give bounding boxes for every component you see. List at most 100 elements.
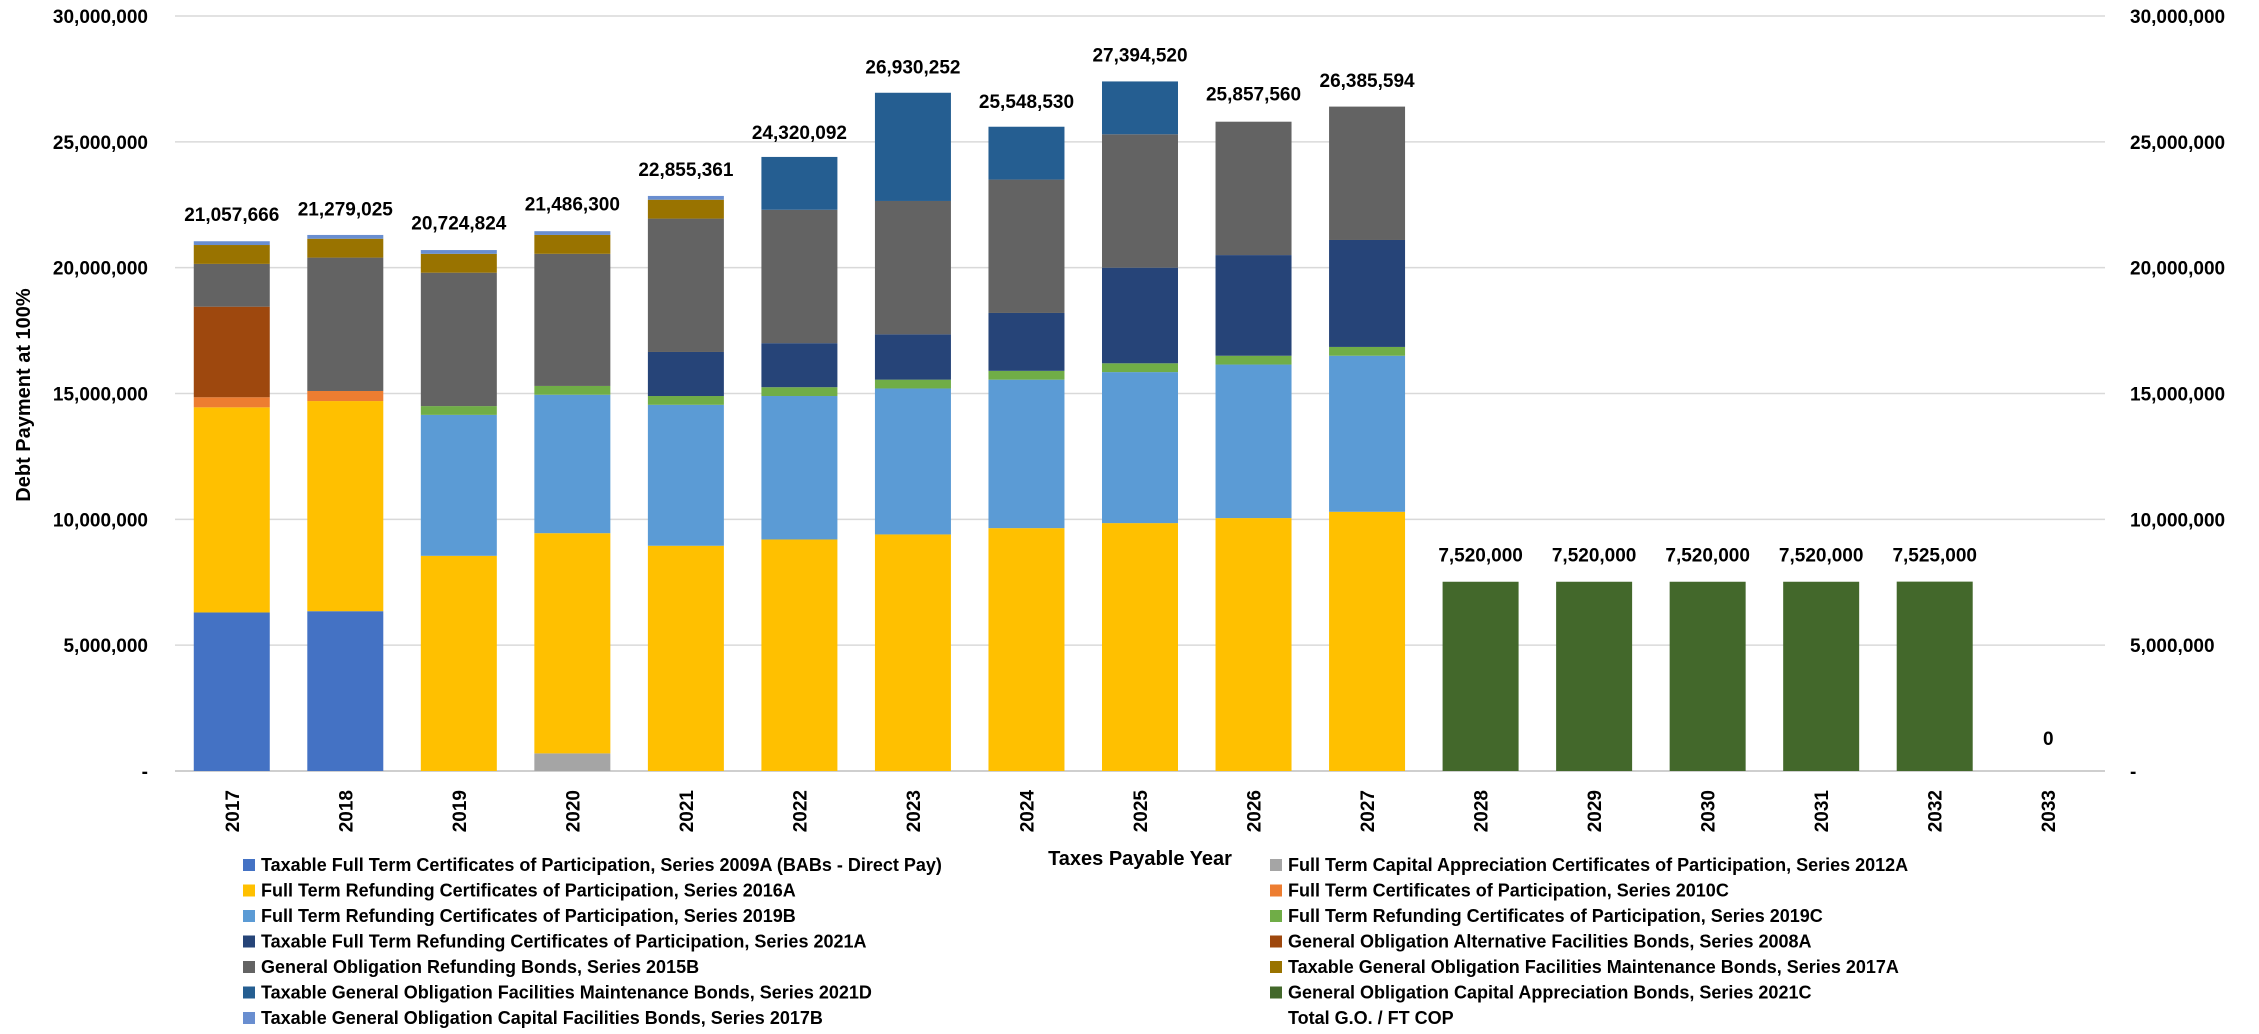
- legend-item: Full Term Refunding Certificates of Part…: [1270, 906, 1823, 926]
- bar-stacks: [193, 81, 1973, 771]
- bar-segment-2026-s5: [1215, 355, 1292, 365]
- bar-segment-2017-s9: [193, 245, 270, 264]
- x-tick-label: 2032: [1926, 790, 1947, 832]
- y-axis-title: Debt Payment at 100%: [13, 288, 35, 502]
- legend-item: Taxable General Obligation Facilities Ma…: [1270, 957, 1899, 977]
- bar-segment-2022-s8: [761, 209, 838, 344]
- total-label-2019: 20,724,824: [411, 213, 507, 234]
- bar-segment-2018-s12: [307, 234, 384, 239]
- legend-item: Taxable General Obligation Capital Facil…: [243, 1008, 823, 1028]
- legend-label: General Obligation Capital Appreciation …: [1288, 983, 1811, 1003]
- y-tick-label-right: -: [2130, 762, 2136, 783]
- total-label-2022: 24,320,092: [752, 123, 847, 144]
- bar-segment-2025-s6: [1102, 267, 1178, 364]
- bar-segment-2025-s8: [1102, 134, 1178, 268]
- bar-segment-2026-s6: [1215, 255, 1292, 356]
- bar-stack-2026: [1215, 121, 1292, 771]
- bar-segment-2027-s8: [1329, 106, 1406, 240]
- x-tick-label: 2024: [1017, 790, 1038, 833]
- total-label-2023: 26,930,252: [865, 57, 960, 78]
- legend-item: Total G.O. / FT COP: [1288, 1008, 1454, 1028]
- bar-segment-2026-s2: [1215, 518, 1292, 771]
- legend-swatch: [243, 986, 255, 999]
- bar-stack-2029: [1556, 581, 1633, 771]
- bar-stack-2031: [1783, 581, 1860, 771]
- total-label-2030: 7,520,000: [1665, 546, 1750, 567]
- total-label-2017: 21,057,666: [184, 205, 279, 226]
- x-tick-label: 2029: [1585, 790, 1606, 832]
- bar-segment-2027-s6: [1329, 239, 1406, 347]
- y-tick-label-left: 25,000,000: [53, 133, 148, 154]
- legend-label: Full Term Refunding Certificates of Part…: [1288, 906, 1823, 926]
- bar-segment-2023-s10: [874, 92, 951, 201]
- bar-segment-2023-s6: [874, 334, 951, 380]
- y-axis-right: - 5,000,000 10,000,000 15,000,000 20,000,000…: [2130, 7, 2225, 783]
- bar-segment-2020-s8: [534, 253, 611, 386]
- bar-segment-2023-s4: [874, 388, 951, 535]
- legend-label: Taxable Full Term Refunding Certificates…: [261, 932, 867, 952]
- legend-item: Full Term Capital Appreciation Certifica…: [1270, 855, 1908, 875]
- bar-segment-2025-s4: [1102, 372, 1178, 524]
- bar-segment-2025-s2: [1102, 523, 1178, 771]
- bar-stack-2032: [1896, 581, 1973, 771]
- legend-label: Full Term Refunding Certificates of Part…: [261, 906, 796, 926]
- bar-segment-2023-s2: [874, 534, 951, 771]
- bar-segment-2019-s2: [420, 555, 497, 771]
- bar-stack-2027: [1329, 106, 1406, 771]
- bar-segment-2020-s9: [534, 234, 611, 254]
- total-label-2027: 26,385,594: [1320, 71, 1416, 92]
- x-axis-title: Taxes Payable Year: [1048, 848, 1232, 870]
- x-tick-label: 2031: [1812, 790, 1833, 833]
- bar-stack-2025: [1102, 81, 1178, 771]
- bar-stack-2017: [193, 241, 270, 771]
- legend-item: Full Term Refunding Certificates of Part…: [243, 906, 796, 926]
- bar-segment-2021-s9: [647, 199, 724, 219]
- legend-item: General Obligation Capital Appreciation …: [1270, 983, 1811, 1003]
- bar-segment-2019-s8: [420, 272, 497, 407]
- bar-segment-2021-s5: [647, 396, 724, 405]
- bar-segment-2018-s0: [307, 611, 384, 771]
- bar-segment-2027-s4: [1329, 355, 1406, 512]
- bar-segment-2022-s10: [761, 156, 838, 210]
- total-label-2026: 25,857,560: [1206, 84, 1301, 105]
- bar-segment-2024-s6: [988, 312, 1065, 371]
- x-tick-label: 2018: [336, 790, 357, 832]
- y-tick-label-right: 25,000,000: [2130, 133, 2225, 154]
- y-tick-label-right: 5,000,000: [2130, 636, 2215, 657]
- legend-swatch: [243, 1012, 255, 1024]
- legend-label: Taxable Full Term Certificates of Partic…: [261, 855, 942, 875]
- legend-swatch: [1270, 910, 1282, 922]
- bar-stack-2023: [874, 92, 951, 771]
- legend-swatch: [243, 859, 255, 871]
- legend: Taxable Full Term Certificates of Partic…: [243, 855, 1908, 1028]
- bar-segment-2025-s5: [1102, 363, 1178, 373]
- bar-stack-2022: [761, 156, 838, 771]
- legend-swatch: [243, 910, 255, 922]
- legend-item: Full Term Refunding Certificates of Part…: [243, 881, 796, 901]
- legend-swatch: [243, 961, 255, 973]
- x-tick-label: 2033: [2039, 790, 2060, 832]
- x-tick-label: 2022: [790, 790, 811, 832]
- bar-segment-2017-s7: [193, 306, 270, 398]
- x-tick-label: 2028: [1472, 790, 1493, 832]
- bar-segment-2021-s4: [647, 404, 724, 546]
- total-label-2031: 7,520,000: [1779, 546, 1864, 567]
- bar-segment-2018-s9: [307, 238, 384, 258]
- y-tick-label-left: 10,000,000: [53, 510, 148, 531]
- bar-segment-2021-s12: [647, 195, 724, 200]
- legend-item: Taxable Full Term Refunding Certificates…: [243, 932, 867, 952]
- legend-label: Taxable General Obligation Facilities Ma…: [1288, 957, 1899, 977]
- bar-segment-2031-s11: [1783, 581, 1860, 771]
- bar-stack-2019: [420, 250, 497, 771]
- y-tick-label-left: 5,000,000: [63, 636, 148, 657]
- bar-segment-2019-s9: [420, 253, 497, 273]
- bar-segment-2024-s2: [988, 528, 1065, 771]
- x-tick-label: 2021: [677, 790, 698, 833]
- bar-stack-2030: [1669, 581, 1746, 771]
- bar-segment-2024-s8: [988, 179, 1065, 313]
- bar-segment-2023-s8: [874, 200, 951, 335]
- total-label-2020: 21,486,300: [525, 194, 620, 215]
- y-tick-label-right: 20,000,000: [2130, 259, 2225, 280]
- bar-segment-2018-s3: [307, 390, 384, 402]
- bar-segment-2020-s1: [534, 753, 611, 771]
